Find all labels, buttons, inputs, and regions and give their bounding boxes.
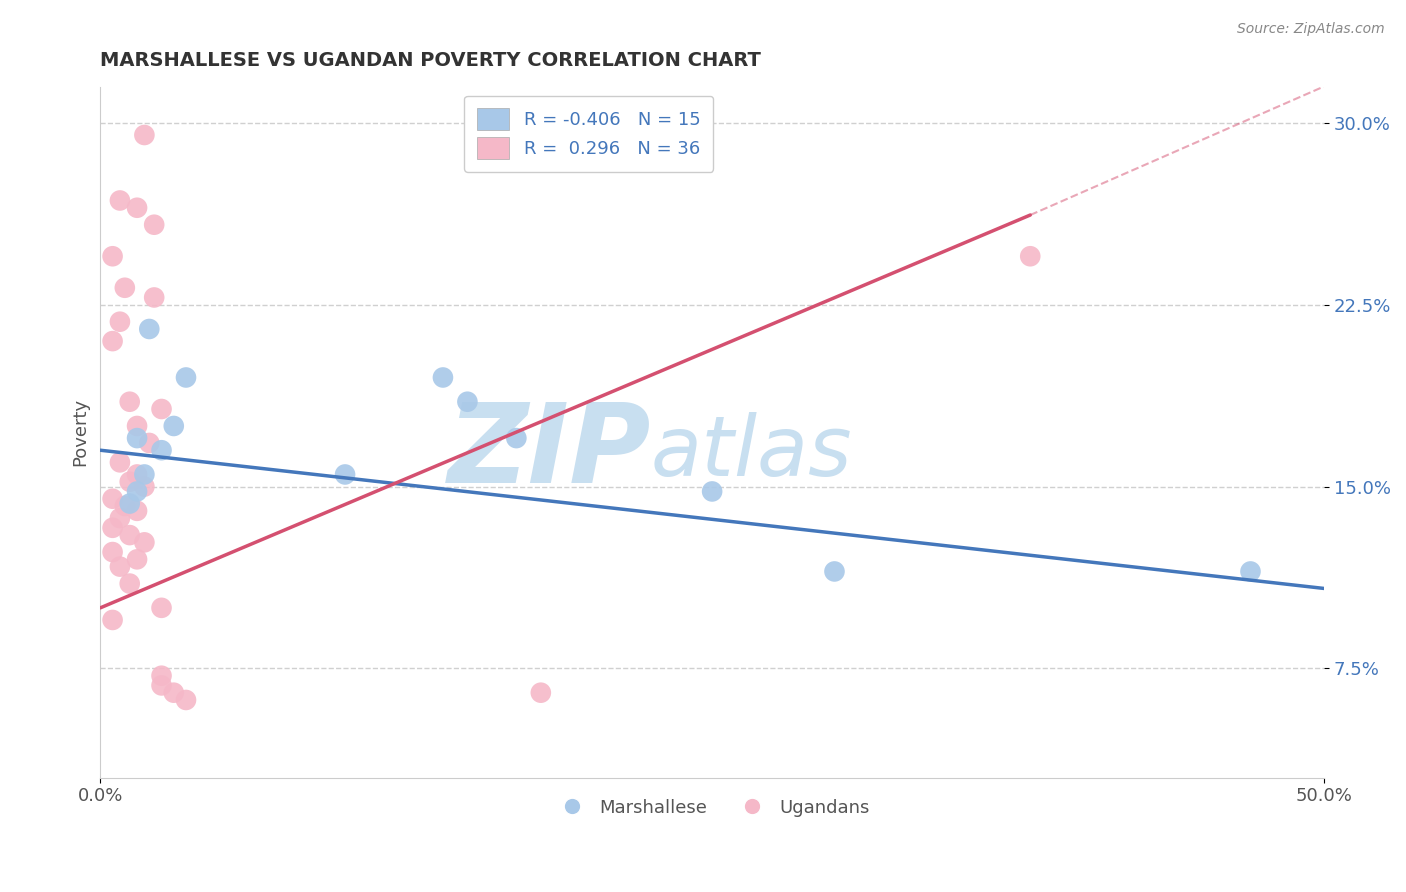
Point bbox=[118, 394, 141, 409]
Point bbox=[108, 194, 131, 208]
Point bbox=[150, 678, 173, 692]
Point bbox=[150, 669, 173, 683]
Point bbox=[125, 484, 148, 499]
Point bbox=[163, 686, 186, 700]
Point bbox=[118, 576, 141, 591]
Point bbox=[150, 600, 173, 615]
Point bbox=[108, 455, 131, 469]
Point bbox=[1239, 565, 1261, 579]
Point bbox=[125, 431, 148, 445]
Point bbox=[118, 528, 141, 542]
Point bbox=[333, 467, 356, 482]
Point bbox=[101, 334, 124, 348]
Point bbox=[174, 370, 197, 384]
Point bbox=[118, 475, 141, 489]
Point bbox=[108, 315, 131, 329]
Point bbox=[101, 545, 124, 559]
Point bbox=[700, 484, 723, 499]
Point bbox=[125, 552, 148, 566]
Point bbox=[143, 290, 166, 304]
Point bbox=[143, 218, 166, 232]
Point bbox=[134, 480, 156, 494]
Point bbox=[1019, 249, 1042, 263]
Point bbox=[118, 497, 141, 511]
Point bbox=[114, 281, 136, 295]
Text: ZIP: ZIP bbox=[447, 400, 651, 507]
Point bbox=[150, 443, 173, 458]
Text: atlas: atlas bbox=[651, 412, 852, 493]
Text: MARSHALLESE VS UGANDAN POVERTY CORRELATION CHART: MARSHALLESE VS UGANDAN POVERTY CORRELATI… bbox=[100, 51, 761, 70]
Point bbox=[824, 565, 846, 579]
Point bbox=[108, 511, 131, 525]
Point bbox=[101, 249, 124, 263]
Legend: Marshallese, Ugandans: Marshallese, Ugandans bbox=[547, 791, 877, 824]
Point bbox=[163, 419, 186, 434]
Point bbox=[138, 322, 160, 336]
Point bbox=[134, 467, 156, 482]
Point bbox=[125, 504, 148, 518]
Point bbox=[138, 436, 160, 450]
Point bbox=[101, 491, 124, 506]
Point bbox=[530, 686, 553, 700]
Point bbox=[125, 201, 148, 215]
Point bbox=[456, 394, 478, 409]
Point bbox=[125, 419, 148, 434]
Point bbox=[101, 613, 124, 627]
Point bbox=[174, 693, 197, 707]
Text: Source: ZipAtlas.com: Source: ZipAtlas.com bbox=[1237, 22, 1385, 37]
Point bbox=[432, 370, 454, 384]
Point bbox=[125, 467, 148, 482]
Point bbox=[150, 402, 173, 417]
Point bbox=[505, 431, 527, 445]
Point bbox=[114, 499, 136, 513]
Y-axis label: Poverty: Poverty bbox=[72, 398, 89, 467]
Point bbox=[101, 521, 124, 535]
Point bbox=[108, 559, 131, 574]
Point bbox=[134, 128, 156, 142]
Point bbox=[134, 535, 156, 549]
